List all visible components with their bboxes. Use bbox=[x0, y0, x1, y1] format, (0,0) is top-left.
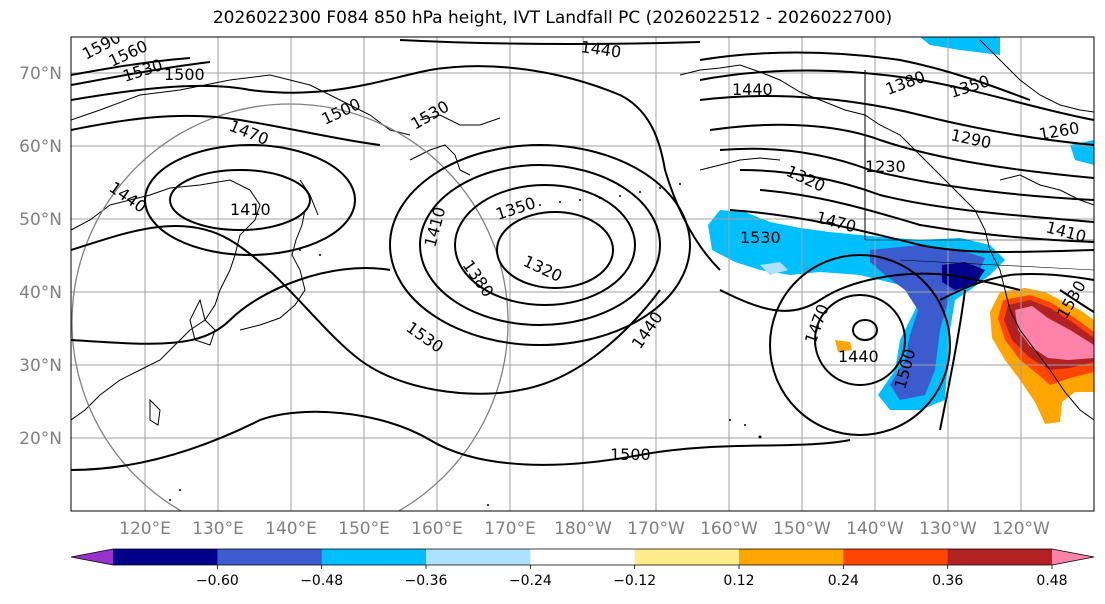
colorbar-tick-label: 0.48 bbox=[1036, 573, 1067, 589]
colorbar-extend-low bbox=[71, 549, 113, 565]
colorbar-extend-high bbox=[1052, 549, 1094, 565]
lat-label: 70°N bbox=[19, 64, 62, 84]
lon-label: 140°W bbox=[846, 519, 904, 539]
colorbar-bin bbox=[321, 549, 427, 565]
lon-label: 150°E bbox=[338, 519, 390, 539]
colorbar: −0.60 −0.48 −0.36 −0.24 −0.12 0.12 0.24 0.36 0.4… bbox=[70, 548, 1095, 589]
latitude-labels: 70°N 60°N 50°N 40°N 30°N 20°N bbox=[19, 64, 62, 449]
ivt-shading bbox=[708, 37, 1094, 424]
map-title: 2026022300 F084 850 hPa height, IVT Land… bbox=[212, 8, 893, 28]
colorbar-bin bbox=[530, 549, 636, 565]
contour-label: 1410 bbox=[230, 200, 271, 219]
lon-label: 170°E bbox=[484, 519, 536, 539]
lon-label: 120°W bbox=[992, 519, 1050, 539]
lon-label: 130°W bbox=[919, 519, 977, 539]
colorbar-bin bbox=[426, 549, 531, 565]
colorbar-tick-label: −0.12 bbox=[613, 573, 656, 589]
longitude-labels: 120°E 130°E 140°E 150°E 160°E 170°E 180°… bbox=[119, 519, 1050, 539]
colorbar-bin bbox=[843, 549, 949, 565]
lon-label: 170°W bbox=[627, 519, 685, 539]
contour-label: 1500 bbox=[164, 65, 205, 84]
colorbar-tick-label: 0.12 bbox=[723, 573, 754, 589]
contour-label: 1530 bbox=[740, 228, 781, 247]
coastlines bbox=[71, 39, 1094, 426]
contour-label: 1440 bbox=[838, 347, 879, 366]
contour-label: 1440 bbox=[732, 80, 773, 99]
colorbar-bin bbox=[217, 549, 323, 565]
colorbar-tick-label: 0.24 bbox=[828, 573, 859, 589]
lat-label: 30°N bbox=[19, 356, 62, 376]
contour-label: 1230 bbox=[865, 157, 906, 176]
lon-label: 160°E bbox=[411, 519, 463, 539]
lat-label: 50°N bbox=[19, 210, 62, 230]
colorbar-tick-label: −0.36 bbox=[405, 573, 448, 589]
contour-label: 1500 bbox=[610, 445, 651, 464]
lon-label: 120°E bbox=[119, 519, 171, 539]
colorbar-tick-label: −0.48 bbox=[300, 573, 343, 589]
aleutian-islands bbox=[169, 183, 762, 506]
colorbar-bin bbox=[739, 549, 844, 565]
colorbar-tick-label: 0.36 bbox=[932, 573, 963, 589]
colorbar-bin bbox=[634, 549, 740, 565]
map-frame bbox=[70, 36, 1095, 512]
colorbar-bin bbox=[113, 549, 218, 565]
lon-label: 150°W bbox=[773, 519, 831, 539]
colorbar-bin bbox=[947, 549, 1053, 565]
lon-label: 180°W bbox=[554, 519, 612, 539]
lat-label: 60°N bbox=[19, 137, 62, 157]
lon-label: 140°E bbox=[265, 519, 317, 539]
lon-label: 160°W bbox=[700, 519, 758, 539]
lat-label: 40°N bbox=[19, 283, 62, 303]
height-contours bbox=[71, 39, 1094, 471]
colorbar-tick-label: −0.24 bbox=[509, 573, 552, 589]
colorbar-outline bbox=[70, 548, 1095, 566]
colorbar-tick-label: −0.60 bbox=[196, 573, 239, 589]
lat-label: 20°N bbox=[19, 429, 62, 449]
lon-label: 130°E bbox=[192, 519, 244, 539]
